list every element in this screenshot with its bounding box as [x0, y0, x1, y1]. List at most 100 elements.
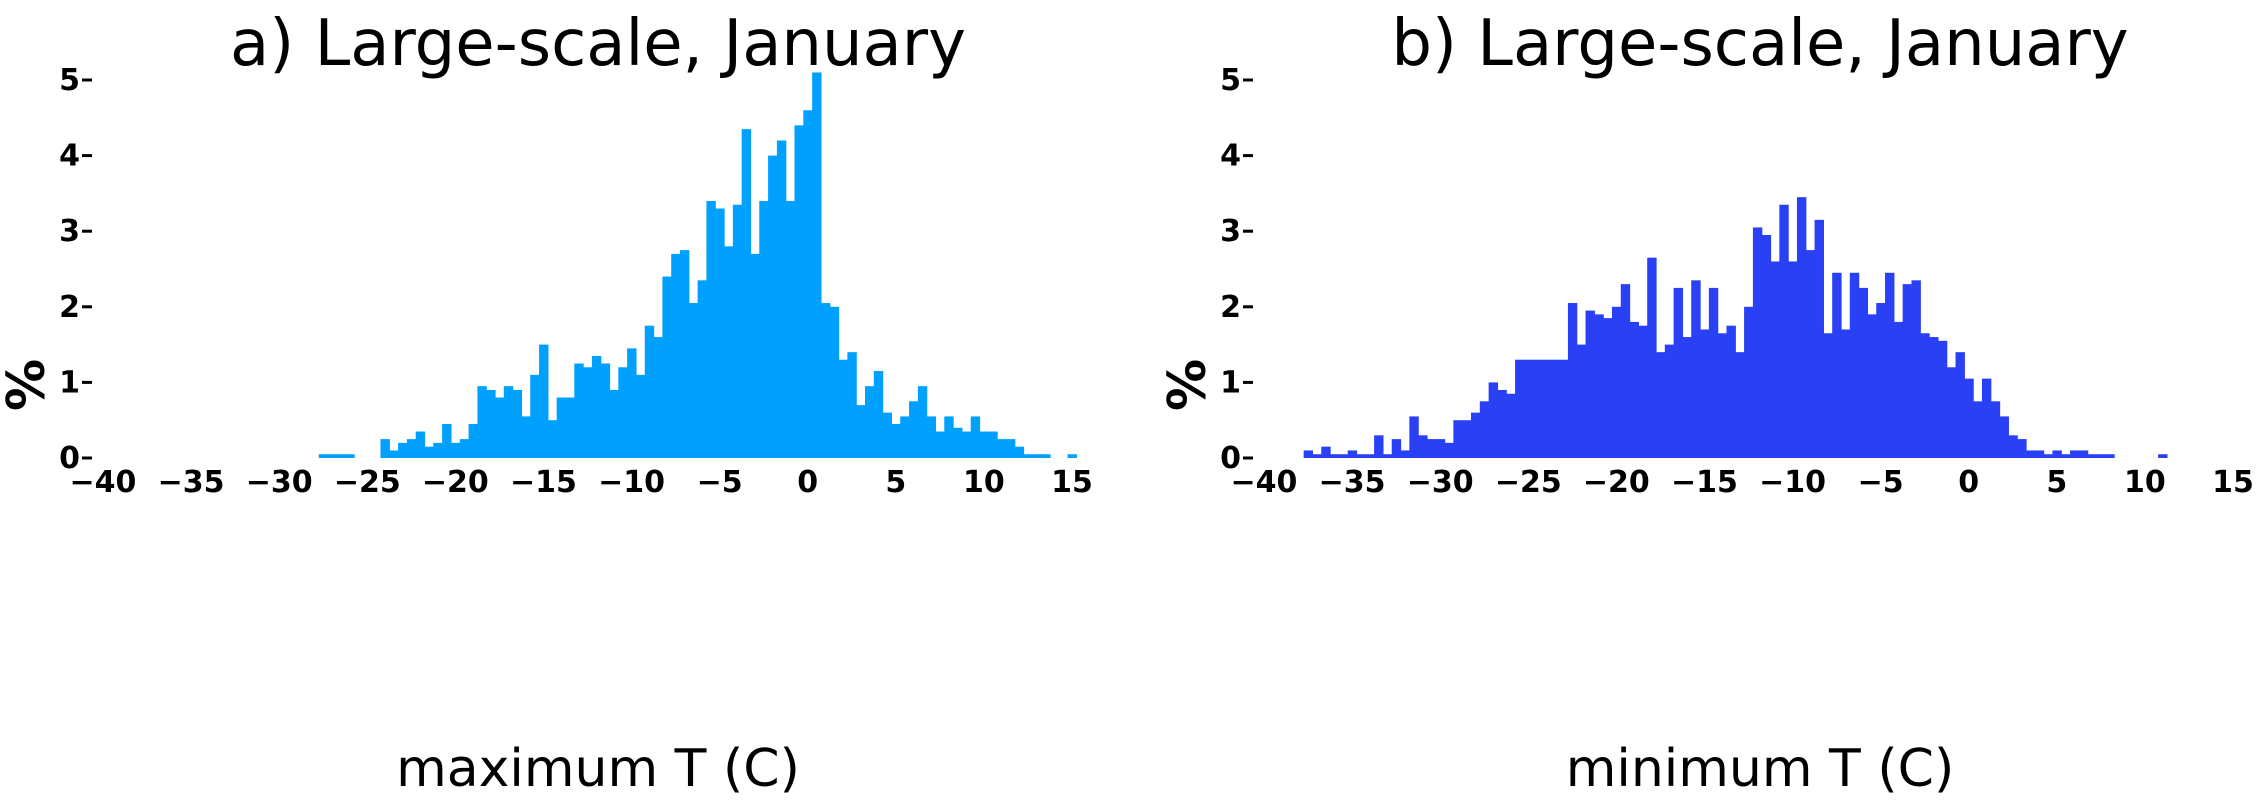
histogram-bar — [1691, 280, 1701, 458]
histogram-bar — [1656, 352, 1666, 458]
histogram-bar — [2105, 454, 2115, 458]
histogram-bar — [459, 439, 470, 458]
histogram-bar — [1453, 420, 1463, 458]
histogram-bar — [1902, 284, 1913, 458]
histogram-bar — [618, 367, 628, 458]
histogram-bar — [715, 208, 725, 458]
histogram-bar — [1321, 446, 1331, 458]
histogram-bar — [873, 371, 884, 458]
histogram-bar — [574, 363, 584, 458]
histogram-bar — [1726, 325, 1736, 458]
histogram-bar — [1744, 306, 1754, 458]
histogram-bar — [327, 454, 338, 458]
histogram-bar — [1849, 272, 1860, 458]
histogram-bar — [1779, 204, 1789, 458]
x-tick-label: −30 — [1407, 465, 1474, 500]
histogram-bar — [583, 367, 593, 458]
histogram-bar — [336, 454, 346, 458]
histogram-bar — [1603, 318, 1613, 458]
histogram-bar — [1673, 287, 1684, 458]
histogram-bar — [1541, 359, 1551, 458]
histogram-bar — [1981, 378, 1992, 458]
x-tick-label: −20 — [1583, 465, 1650, 500]
histogram-bar — [926, 416, 937, 458]
histogram-bar — [2096, 454, 2106, 458]
histogram-bar — [961, 431, 972, 458]
histogram-bar — [794, 125, 804, 459]
histogram-bar — [680, 250, 690, 458]
histogram-bar — [406, 439, 417, 458]
histogram-bar — [1374, 435, 1384, 458]
histogram-bar — [1014, 446, 1025, 458]
histogram-bar — [1426, 439, 1437, 458]
y-tick-label: 0 — [1220, 441, 1241, 476]
histogram-bar — [477, 386, 487, 458]
histogram-bar — [644, 325, 655, 458]
histogram-bar — [512, 389, 523, 458]
histogram-bar — [1409, 416, 1419, 458]
y-tick-label: 4 — [1220, 139, 1241, 174]
y-tick-label: 5 — [59, 63, 80, 98]
histogram-bar — [2052, 450, 2062, 458]
y-axis: 0 1 2 3 4 5 — [1220, 63, 1253, 476]
histogram-bar — [635, 374, 646, 458]
histogram-bar — [1576, 344, 1587, 458]
y-tick-label: 2 — [59, 290, 80, 325]
histogram-bar — [997, 439, 1007, 458]
histogram-bar — [1559, 359, 1569, 458]
histogram-bar — [1356, 454, 1366, 458]
x-tick-label: 5 — [2046, 465, 2067, 500]
histogram-bar — [530, 374, 540, 458]
y-axis-label: % — [1158, 359, 1218, 411]
y-tick-label: 1 — [59, 365, 80, 400]
chart-title: b) Large-scale, January — [1391, 7, 2128, 81]
histogram-bar — [732, 204, 743, 458]
histogram-bar — [882, 412, 893, 458]
histogram-bar — [591, 355, 602, 458]
x-tick-label: 10 — [963, 465, 1005, 500]
histogram-bar — [1005, 439, 1016, 458]
chart-title: a) Large-scale, January — [230, 7, 966, 81]
histogram-bar — [838, 359, 848, 458]
histogram-bar — [1700, 329, 1710, 458]
histogram-bar — [1929, 337, 1939, 458]
histogram-bar — [1876, 303, 1886, 458]
x-tick-label: −30 — [246, 465, 313, 500]
panel-b: b) Large-scale, January % minimum T (C) … — [1158, 7, 2254, 799]
histogram-bar — [600, 363, 611, 458]
histogram-bar — [2017, 439, 2027, 458]
x-tick-label: 5 — [885, 465, 906, 500]
histogram-bar — [2078, 450, 2089, 458]
y-tick-label: 1 — [1220, 365, 1241, 400]
histogram-bar — [1023, 454, 1033, 458]
histogram-bar — [1585, 310, 1595, 458]
histogram-bar — [2061, 454, 2071, 458]
histogram-bar — [1814, 219, 1824, 458]
histogram-bar — [318, 454, 329, 458]
histogram-bar — [539, 344, 549, 458]
x-tick-label: 0 — [1958, 465, 1979, 500]
histogram-bar — [609, 389, 619, 458]
histogram-bar — [1382, 454, 1393, 458]
histogram-bar — [1400, 450, 1410, 458]
histogram-bar — [909, 401, 919, 458]
x-tick-label: −20 — [422, 465, 489, 500]
x-tick-label: 15 — [2212, 465, 2254, 500]
histogram-bar — [486, 389, 496, 458]
histogram-bar — [1523, 359, 1534, 458]
histogram-bar — [1312, 454, 1322, 458]
histogram-bar — [864, 386, 875, 458]
histogram-bar — [503, 386, 514, 458]
histogram-bar — [2070, 450, 2080, 458]
histogram-bar — [935, 431, 945, 458]
histogram-bar — [688, 303, 699, 458]
histogram-bar — [1471, 412, 1481, 458]
histogram-bar — [812, 72, 822, 458]
y-axis: 0 1 2 3 4 5 — [59, 63, 92, 476]
histogram-bar — [1347, 450, 1358, 458]
histogram-bar — [1937, 340, 1948, 458]
x-tick-label: −10 — [598, 465, 665, 500]
histogram-bar — [1435, 439, 1446, 458]
histogram-bar — [1796, 197, 1807, 458]
y-tick-label: 3 — [1220, 214, 1241, 249]
